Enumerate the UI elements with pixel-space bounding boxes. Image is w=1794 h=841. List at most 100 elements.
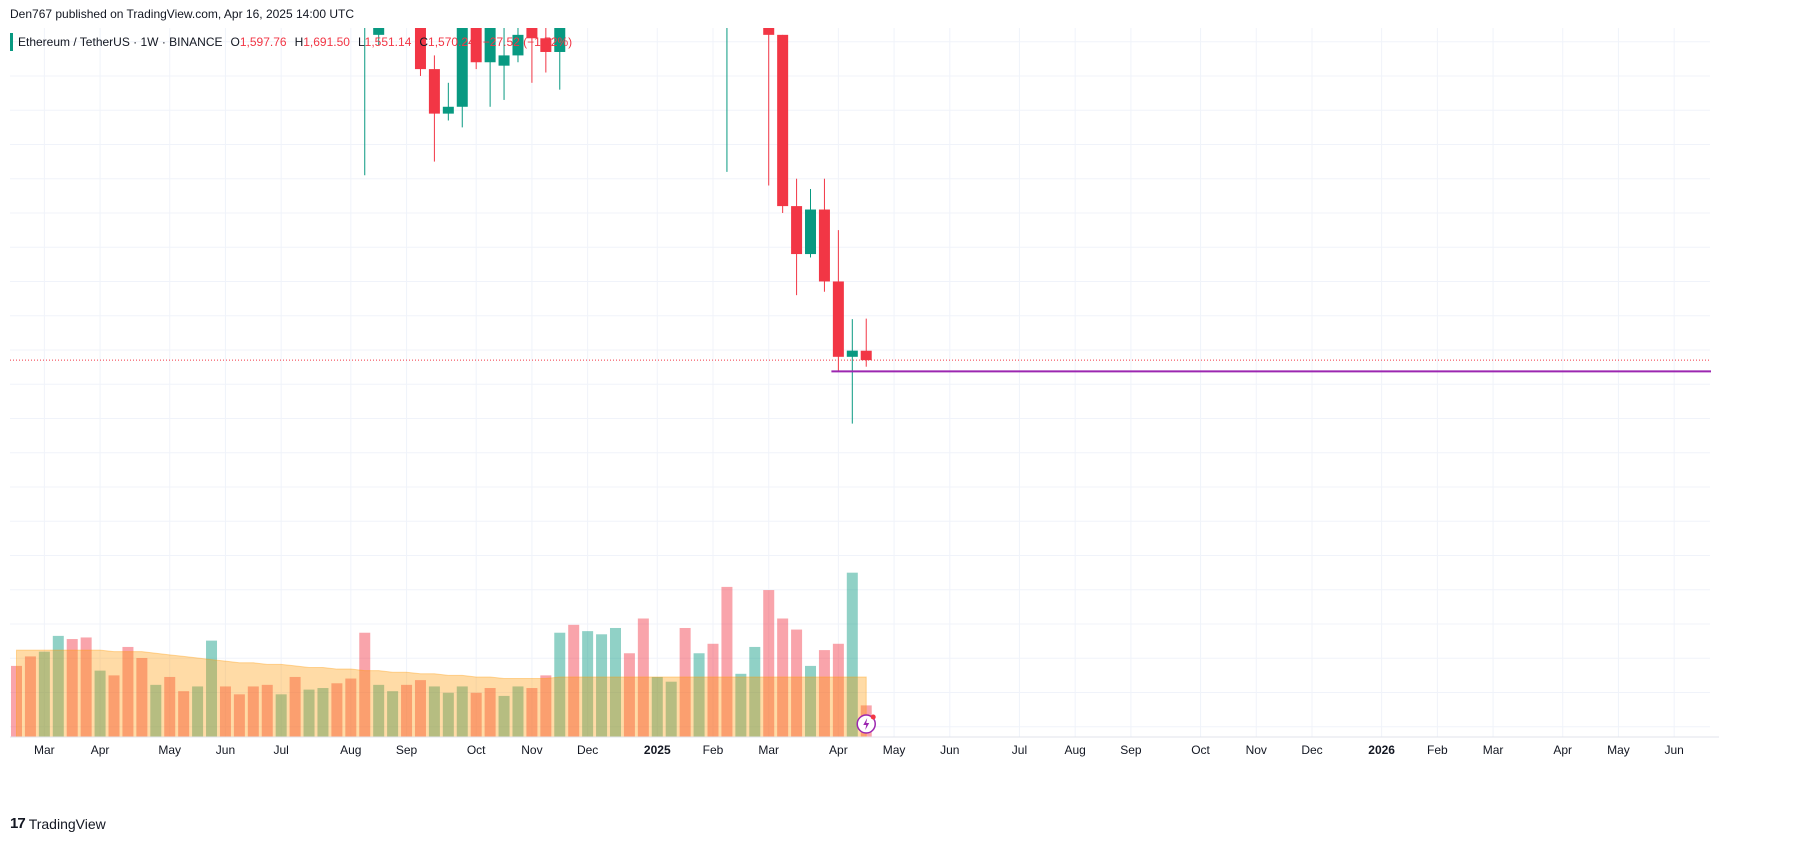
candle-body[interactable] [791, 206, 803, 255]
time-tick-label: Dec [1301, 743, 1322, 757]
volume-bar [832, 643, 844, 737]
volume-bar [52, 635, 64, 737]
legend-symbol[interactable]: Ethereum / TetherUS · 1W · BINANCE [18, 35, 223, 49]
time-tick-label: Nov [521, 743, 542, 757]
tradingview-logo[interactable]: 17 TradingView [10, 815, 106, 832]
volume-bar [721, 586, 733, 737]
volume-bar [11, 665, 22, 737]
volume-bar [164, 676, 176, 737]
volume-bar [442, 692, 454, 737]
volume-ma-area [16, 649, 867, 738]
candle-body[interactable] [456, 28, 468, 107]
volume-bar [777, 618, 789, 737]
volume-bar [456, 686, 468, 737]
volume-bar [261, 684, 273, 737]
legend-open-label: O [230, 35, 240, 49]
price-chart[interactable]: 500.00600.00700.00800.00900.001,000.001,… [10, 28, 1787, 779]
candle-body[interactable] [540, 38, 552, 52]
volume-bar [94, 670, 106, 737]
symbol-legend[interactable]: Ethereum / TetherUS · 1W · BINANCE O 1,59… [10, 33, 580, 51]
candle-body[interactable] [526, 28, 538, 39]
volume-bar [192, 686, 204, 737]
time-tick-label: Mar [1483, 743, 1504, 757]
candle-body[interactable] [554, 28, 566, 52]
volume-bar [818, 650, 830, 737]
volume-bar [428, 686, 440, 737]
volume-bar [38, 651, 50, 737]
legend-close-label: C [419, 35, 429, 49]
volume-bar [219, 686, 231, 737]
legend-low-label: L [357, 35, 365, 49]
volume-bar [623, 653, 635, 737]
candle-body[interactable] [763, 28, 775, 35]
volume-bar [526, 688, 538, 737]
time-tick-label: Feb [1427, 743, 1448, 757]
volume-bar [791, 629, 803, 737]
candles-group [364, 28, 872, 424]
volume-bar [554, 632, 566, 737]
volume-bar [206, 640, 218, 737]
volume-bar [108, 675, 120, 737]
candle-body[interactable] [414, 28, 426, 70]
volume-bar [596, 634, 608, 737]
time-tick-label: Nov [1246, 743, 1267, 757]
candle-body[interactable] [818, 209, 830, 282]
candle-body[interactable] [777, 34, 789, 207]
time-tick-label: Sep [396, 743, 418, 757]
time-tick-label: Sep [1120, 743, 1142, 757]
volume-bar [540, 675, 552, 737]
volume-bar [805, 665, 817, 737]
volume-bar [707, 643, 719, 737]
tradingview-logo-icon: 17 [10, 815, 26, 832]
time-tick-label: Aug [340, 743, 361, 757]
volume-bar [331, 683, 343, 737]
candle-body[interactable] [373, 28, 385, 35]
volume-bar [470, 692, 482, 737]
candle-body[interactable] [470, 28, 482, 63]
legend-change: −27.52 (−1.72%) [482, 35, 573, 49]
volume-bar [150, 684, 162, 737]
time-tick-label: Apr [829, 743, 848, 757]
volume-bar [373, 684, 385, 737]
volume-bar [679, 627, 691, 737]
time-tick-label: Aug [1065, 743, 1086, 757]
time-tick-label: 2026 [1368, 743, 1395, 757]
time-tick-label: Oct [467, 743, 486, 757]
volume-bar [763, 590, 775, 737]
volume-bar [637, 618, 649, 737]
volume-bar [122, 646, 134, 737]
candle-body[interactable] [832, 281, 844, 357]
volume-bar [401, 684, 413, 737]
time-tick-label: Jun [940, 743, 959, 757]
time-tick-label: Oct [1191, 743, 1210, 757]
notification-dot-icon [870, 714, 876, 720]
volume-bar [66, 639, 78, 737]
candle-body[interactable] [428, 69, 440, 114]
candle-body[interactable] [498, 55, 510, 66]
volume-bar [303, 689, 315, 737]
volume-bar [665, 681, 677, 737]
candle-body[interactable] [512, 34, 524, 56]
chart-area[interactable]: 500.00600.00700.00800.00900.001,000.001,… [10, 28, 1787, 779]
volume-bar [749, 646, 761, 737]
time-tick-label: Apr [91, 743, 110, 757]
candle-body[interactable] [805, 209, 817, 255]
candle-body[interactable] [846, 350, 858, 357]
volume-bar [484, 688, 496, 737]
candle-body[interactable] [484, 28, 496, 63]
volume-bar [414, 680, 426, 737]
volume-bar [317, 688, 329, 737]
candle-body[interactable] [860, 350, 872, 361]
time-tick-label: Jul [1012, 743, 1027, 757]
time-tick-label: 2025 [644, 743, 671, 757]
volume-bar [247, 686, 259, 737]
legend-high-label: H [294, 35, 304, 49]
candle-body[interactable] [442, 106, 454, 114]
time-tick-label: Feb [703, 743, 724, 757]
volume-bar [498, 695, 510, 737]
volume-bar [512, 686, 524, 737]
volume-bar [693, 653, 705, 737]
volume-bar [178, 691, 190, 737]
volume-bar [846, 572, 858, 737]
volume-bar [735, 673, 747, 737]
